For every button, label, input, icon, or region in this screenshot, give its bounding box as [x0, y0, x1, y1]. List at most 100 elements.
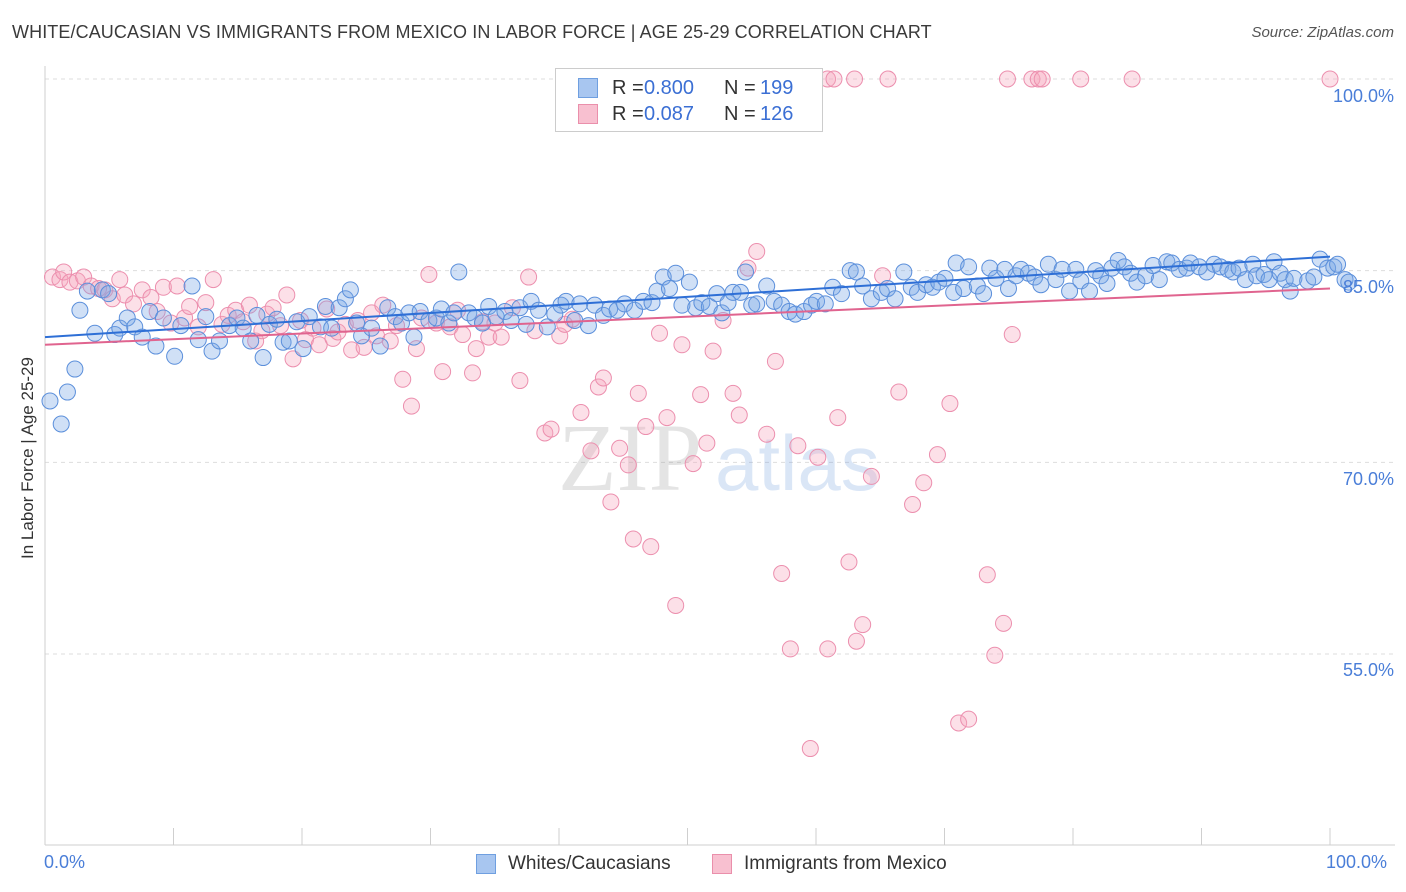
immigrants-point	[168, 277, 186, 295]
whites-point	[336, 290, 354, 308]
immigrants-point	[995, 614, 1013, 632]
whites-point	[341, 281, 359, 299]
watermark-atlas: atlas	[715, 419, 880, 507]
immigrants-point	[343, 341, 361, 359]
immigrants-point	[420, 266, 438, 283]
whites-point	[154, 309, 172, 327]
immigrants-point	[941, 395, 959, 413]
whites-point	[530, 301, 548, 319]
whites-point	[330, 299, 348, 317]
whites-point	[1329, 255, 1347, 273]
immigrants-point	[492, 328, 510, 346]
whites-point	[713, 304, 731, 322]
immigrants-point	[809, 448, 827, 466]
whites-point	[41, 392, 59, 410]
legend-swatch-whites	[578, 78, 598, 98]
immigrants-point	[698, 434, 716, 452]
whites-point	[667, 264, 685, 282]
immigrants-point	[51, 271, 69, 289]
whites-point	[724, 283, 742, 301]
whites-point	[1236, 271, 1254, 289]
whites-point	[294, 340, 312, 358]
whites-point	[52, 415, 70, 433]
gridlines	[45, 78, 1395, 655]
whites-point	[862, 290, 880, 308]
y-tick-label: 55.0%	[1342, 660, 1394, 680]
whites-point	[405, 328, 423, 346]
watermark: ZIP atlas	[558, 404, 880, 511]
immigrants-point	[197, 294, 215, 312]
whites-point	[737, 263, 755, 281]
r-value: 0.800	[644, 76, 695, 99]
legend-row-immigrants: R = 0.087 N = 126	[578, 103, 793, 125]
immigrants-point	[394, 370, 412, 388]
whites-point	[183, 277, 201, 295]
immigrants-point	[542, 420, 560, 438]
whites-point	[1098, 274, 1116, 292]
immigrants-point	[915, 474, 933, 492]
legend-item-immigrants[interactable]: Immigrants from Mexico	[712, 853, 947, 875]
whites-point	[141, 303, 159, 321]
whites-trend-line	[44, 255, 1331, 339]
whites-point	[1285, 269, 1303, 287]
whites-point	[886, 290, 904, 308]
immigrants-point	[704, 342, 722, 360]
whites-point	[660, 280, 678, 298]
n-value: 126	[760, 102, 794, 125]
whites-point	[981, 259, 999, 277]
immigrants-point	[55, 263, 73, 281]
immigrants-point	[862, 467, 880, 485]
trend-lines	[44, 255, 1331, 346]
whites-point	[363, 319, 381, 337]
immigrants-point	[692, 386, 710, 404]
whites-point	[211, 332, 229, 350]
whites-point	[450, 263, 468, 281]
immigrants-trend-line	[44, 287, 1331, 346]
immigrants-point	[950, 714, 968, 732]
immigrants-point	[1033, 70, 1051, 88]
y-axis-label: In Labor Force | Age 25-29	[18, 357, 37, 559]
immigrants-point	[773, 565, 791, 582]
immigrants-point	[142, 289, 160, 306]
immigrants-point	[247, 332, 265, 350]
immigrants-point	[730, 406, 748, 424]
legend-swatch-immigrants	[578, 104, 598, 124]
immigrants-point	[310, 336, 328, 354]
immigrants-point	[847, 632, 865, 650]
immigrants-point	[846, 70, 864, 88]
immigrants-point	[111, 271, 129, 289]
whites-point	[172, 317, 190, 335]
immigrants-point	[480, 328, 498, 346]
source-label: Source: ZipAtlas.com	[1251, 24, 1394, 41]
immigrants-point	[840, 553, 858, 571]
whites-point	[316, 297, 334, 315]
whites-point	[557, 292, 575, 310]
immigrants-point	[1029, 70, 1047, 88]
immigrants-point	[890, 383, 908, 401]
whites-point	[1047, 271, 1065, 289]
immigrants-point	[789, 437, 807, 455]
immigrants-point	[624, 530, 642, 548]
whites-point	[1128, 273, 1146, 291]
immigrants-point	[819, 640, 837, 658]
whites-point	[1305, 268, 1323, 286]
immigrants-point	[602, 493, 620, 511]
immigrants-point	[801, 740, 819, 758]
immigrants-point	[748, 243, 766, 260]
y-tick-label: 85.0%	[1342, 277, 1394, 297]
immigrants-point	[766, 352, 784, 370]
whites-point	[166, 347, 184, 365]
whites-point	[1319, 259, 1337, 277]
legend-item-whites[interactable]: Whites/Caucasians	[476, 853, 671, 875]
whites-point	[1150, 271, 1168, 289]
immigrants-point	[724, 384, 742, 402]
immigrants-point	[829, 409, 847, 427]
immigrants-point	[904, 496, 922, 513]
whites-point	[100, 285, 118, 303]
whites-point	[66, 360, 84, 378]
y-tick-label: 70.0%	[1342, 469, 1394, 489]
immigrants-point	[667, 596, 685, 614]
immigrants-point	[825, 70, 843, 88]
immigrants-point	[650, 324, 668, 342]
immigrants-point	[978, 566, 996, 584]
